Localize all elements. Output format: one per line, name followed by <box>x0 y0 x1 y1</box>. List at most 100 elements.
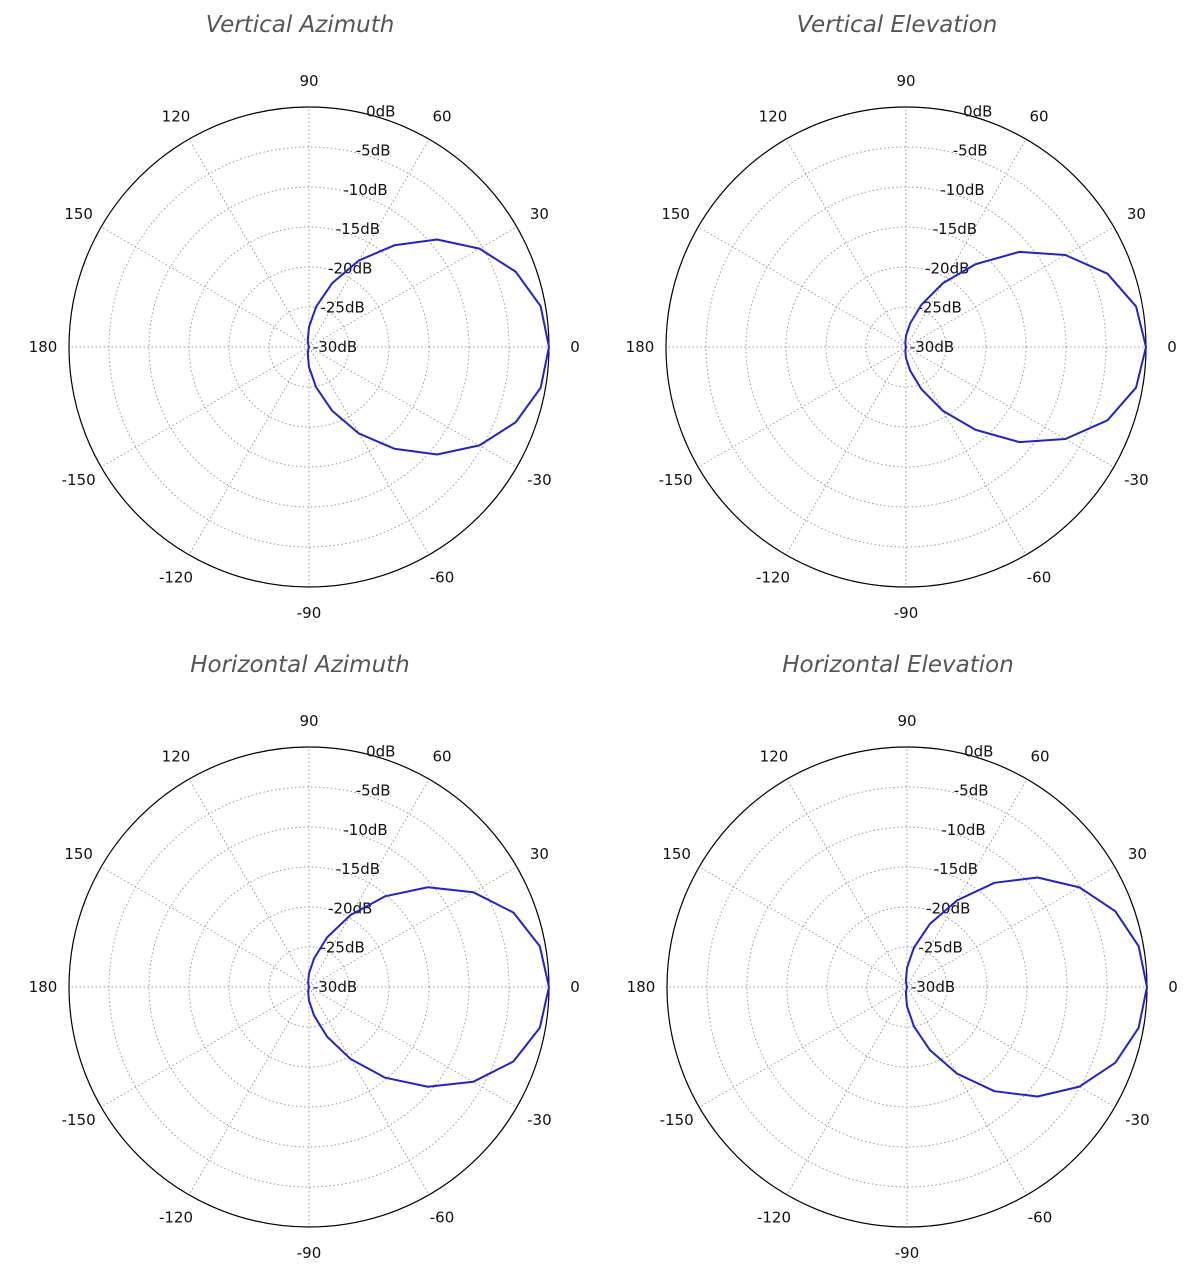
grid-spoke <box>188 346 310 556</box>
angle-tick-label: 180 <box>626 338 655 356</box>
angle-tick-label: 150 <box>64 845 93 863</box>
radial-tick-label: -10dB <box>940 181 984 199</box>
chart-panel-vertical-elevation: Vertical Elevation 0 30 60 90 120 150 180 -150 -… <box>597 0 1197 640</box>
angle-tick-label: 150 <box>64 205 93 223</box>
angle-tick-label: -60 <box>1027 568 1052 586</box>
angle-tick-label: 120 <box>162 748 191 766</box>
grid-spoke <box>905 138 1027 348</box>
radial-tick-label: -15dB <box>933 220 977 238</box>
polar-chart-horizontal-elevation: 0 30 60 90 120 150 180 -150 -120 -90 -60 -30 0dB -5dB… <box>627 712 1178 1262</box>
radial-tick-label: -5dB <box>954 782 989 800</box>
grid-spoke <box>308 986 430 1196</box>
angle-tick-label: -60 <box>430 568 455 586</box>
radial-tick-label: 0dB <box>366 742 395 760</box>
radial-tick-label: -25dB <box>320 939 364 957</box>
angle-tick-label: -90 <box>894 604 919 622</box>
series-line <box>904 250 1147 444</box>
angle-tick-label: 180 <box>29 338 58 356</box>
angle-tick-label: 30 <box>1128 845 1147 863</box>
grid-spoke <box>100 226 310 348</box>
angle-tick-label: 60 <box>432 108 451 126</box>
angle-tick-label: -90 <box>297 604 322 622</box>
radial-tick-label: -10dB <box>941 821 985 839</box>
grid-spoke <box>698 986 908 1108</box>
series-line <box>306 238 550 456</box>
grid-spoke <box>100 986 310 1108</box>
angle-tick-label: 90 <box>896 72 915 90</box>
grid-spoke <box>906 986 1116 1108</box>
radial-tick-label: 0dB <box>366 102 395 120</box>
angle-tick-label: 0 <box>1167 338 1177 356</box>
radial-tick-label: -5dB <box>953 142 988 160</box>
polar-chart-vertical-elevation: 0 30 60 90 120 150 180 -150 -120 -90 -60 -30 0dB -5dB… <box>626 72 1177 622</box>
grid-spoke <box>308 866 518 988</box>
grid-spoke <box>786 986 908 1196</box>
angle-tick-label: 0 <box>1168 978 1178 996</box>
angle-tick-label: 30 <box>1127 205 1146 223</box>
radial-tick-label: -15dB <box>934 860 978 878</box>
grid-spoke <box>697 346 907 468</box>
chart-title: Horizontal Azimuth <box>190 652 410 678</box>
angle-tick-label: 60 <box>432 748 451 766</box>
series-line <box>307 886 550 1088</box>
angle-tick-label: 150 <box>662 845 691 863</box>
grid-spoke <box>100 866 310 988</box>
angle-tick-label: 60 <box>1029 108 1048 126</box>
radial-tick-label: -30dB <box>910 338 954 356</box>
angle-tick-label: -150 <box>62 471 96 489</box>
grid-spoke <box>905 226 1115 348</box>
radial-tick-label: -25dB <box>917 299 961 317</box>
chart-panel-vertical-azimuth: Vertical Azimuth 0 30 60 90 120 150 180 -150 -12… <box>0 0 600 640</box>
angle-tick-label: 120 <box>759 108 788 126</box>
radial-tick-label: 0dB <box>963 102 992 120</box>
angle-tick-label: -150 <box>62 1111 96 1129</box>
angle-tick-label: -120 <box>159 568 193 586</box>
angle-tick-label: -150 <box>659 471 693 489</box>
radial-tick-label: -25dB <box>320 299 364 317</box>
grid-spoke <box>308 346 430 556</box>
angle-tick-label: 120 <box>162 108 191 126</box>
polar-chart-vertical-azimuth: 0 30 60 90 120 150 180 -150 -120 -90 -60 -30 0dB -5dB… <box>29 72 580 622</box>
grid-spoke <box>308 138 430 348</box>
angle-tick-label: 0 <box>570 978 580 996</box>
angle-tick-label: 120 <box>760 748 789 766</box>
angle-tick-label: 0 <box>570 338 580 356</box>
angle-tick-label: 90 <box>897 712 916 730</box>
angle-tick-label: 180 <box>627 978 656 996</box>
grid-spoke <box>785 346 907 556</box>
radial-tick-label: -20dB <box>328 899 372 917</box>
polar-chart-horizontal-azimuth: 0 30 60 90 120 150 180 -150 -120 -90 -60 -30 0dB -5dB… <box>29 712 580 1262</box>
chart-panel-horizontal-elevation: Horizontal Elevation 0 30 60 90 120 150 180 -15… <box>598 640 1198 1280</box>
angle-tick-label: -60 <box>430 1208 455 1226</box>
chart-title: Vertical Azimuth <box>205 12 395 38</box>
radial-tick-label: -30dB <box>313 338 357 356</box>
angle-tick-label: 180 <box>29 978 58 996</box>
angle-tick-label: -60 <box>1028 1208 1053 1226</box>
radial-tick-label: -15dB <box>336 860 380 878</box>
grid-spoke <box>905 346 1027 556</box>
grid-spoke <box>308 346 518 468</box>
chart-panel-horizontal-azimuth: Horizontal Azimuth 0 30 60 90 120 150 180 -150 -… <box>0 640 600 1280</box>
radial-tick-label: -30dB <box>911 978 955 996</box>
grid-spoke <box>188 778 310 988</box>
grid-spoke <box>786 778 908 988</box>
angle-tick-label: 150 <box>661 205 690 223</box>
grid-spoke <box>905 346 1115 468</box>
grid-spoke <box>308 986 518 1108</box>
grid-spoke <box>698 866 908 988</box>
grid-spoke <box>906 866 1116 988</box>
angle-tick-label: -30 <box>1125 1111 1150 1129</box>
angle-tick-label: -90 <box>297 1244 322 1262</box>
radial-tick-label: -20dB <box>925 259 969 277</box>
radial-tick-label: -10dB <box>343 181 387 199</box>
angle-tick-label: -120 <box>757 1208 791 1226</box>
angle-tick-label: -30 <box>527 471 552 489</box>
grid-spoke <box>785 138 907 348</box>
radial-tick-label: -5dB <box>356 142 391 160</box>
grid-spoke <box>188 138 310 348</box>
grid-spoke <box>906 986 1028 1196</box>
angle-tick-label: 90 <box>299 72 318 90</box>
radial-tick-label: -30dB <box>313 978 357 996</box>
grid-spoke <box>697 226 907 348</box>
angle-tick-label: -30 <box>527 1111 552 1129</box>
